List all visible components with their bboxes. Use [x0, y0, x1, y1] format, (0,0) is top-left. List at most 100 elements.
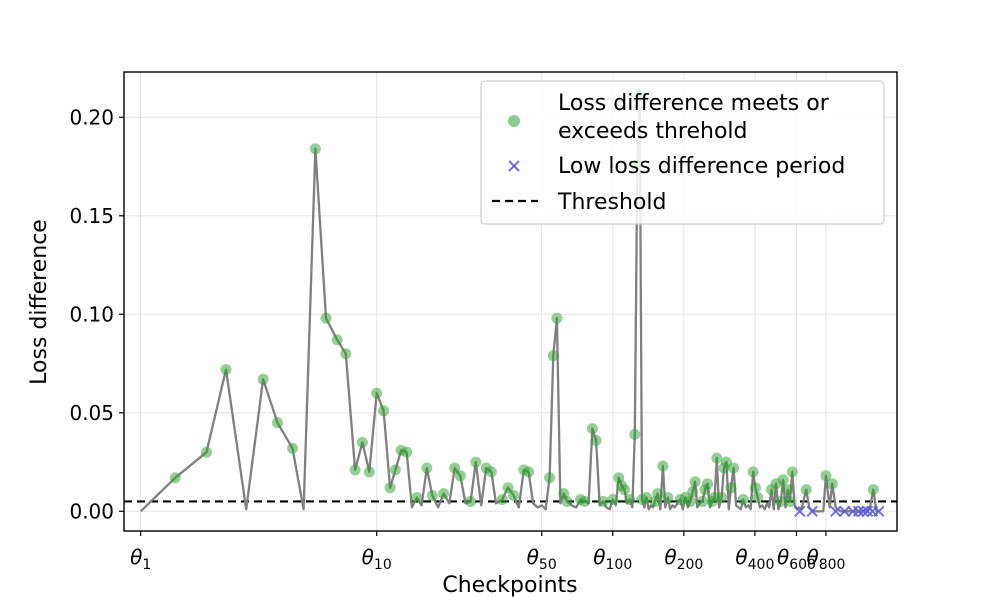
meets-threshold-point: [597, 496, 609, 507]
meets-threshold-point: [465, 496, 477, 507]
low-loss-point: [852, 505, 865, 518]
meets-threshold-point: [349, 464, 361, 476]
legend-meets-marker: [508, 115, 520, 127]
meets-threshold-point: [579, 496, 591, 507]
meets-threshold-point: [752, 492, 764, 503]
low-loss-point: [806, 505, 818, 518]
low-loss-point: [838, 505, 851, 518]
meets-threshold-point: [470, 456, 482, 468]
meets-threshold-point: [257, 373, 269, 385]
meets-threshold-point: [800, 484, 812, 496]
legend: Loss difference meets or exceeds threhol…: [480, 80, 885, 225]
x-axis-label: Checkpoints: [442, 573, 577, 598]
legend-low-label: Low loss difference period: [558, 154, 845, 179]
meets-threshold-point: [544, 472, 556, 484]
low-loss-point: [861, 505, 874, 518]
meets-threshold-point: [662, 492, 674, 503]
meets-threshold-point: [371, 387, 383, 399]
x-tick-label: θ600: [777, 545, 816, 573]
meets-threshold-point: [449, 462, 461, 474]
meets-threshold-point: [485, 466, 497, 478]
meets-threshold-point: [586, 423, 598, 435]
x-tick-label: θ1: [130, 545, 151, 573]
x-tick-label: θ100: [593, 545, 632, 573]
meets-threshold-point: [684, 496, 696, 507]
meets-threshold-point: [169, 472, 181, 484]
meets-threshold-point: [378, 405, 390, 417]
meets-threshold-point: [384, 482, 396, 494]
meets-threshold-point: [320, 312, 332, 324]
meets-threshold-point: [737, 494, 749, 505]
y-tick-label: 0.20: [69, 105, 114, 129]
meets-threshold-point: [590, 434, 602, 446]
y-axis-label: Loss difference: [27, 219, 52, 385]
meets-threshold-point: [496, 494, 508, 505]
meets-threshold-point: [702, 478, 713, 490]
meets-threshold-point: [711, 452, 723, 464]
meets-threshold-point: [523, 466, 535, 478]
meets-threshold-markers: [169, 88, 879, 507]
meets-threshold-point: [426, 490, 438, 501]
meets-threshold-point: [652, 488, 664, 500]
meets-threshold-point: [220, 364, 232, 375]
x-tick-label: θ200: [664, 545, 703, 573]
meets-threshold-point: [618, 484, 630, 496]
legend-meets-label-line1: Loss difference meets or: [558, 91, 830, 116]
meets-threshold-point: [867, 484, 879, 496]
meets-threshold-point: [272, 417, 283, 429]
low-loss-point: [794, 505, 806, 518]
meets-threshold-point: [749, 482, 761, 494]
x-tick-label: θ10: [362, 545, 392, 573]
meets-threshold-point: [331, 334, 343, 346]
meets-threshold-point: [309, 143, 321, 155]
meets-threshold-point: [356, 436, 368, 448]
meets-threshold-point: [421, 462, 433, 474]
meets-threshold-point: [697, 496, 708, 507]
meets-threshold-point: [561, 496, 573, 507]
meets-threshold-point: [820, 470, 832, 482]
meets-threshold-point: [826, 478, 838, 490]
meets-threshold-point: [657, 460, 669, 472]
meets-threshold-point: [363, 466, 375, 478]
meets-threshold-point: [201, 446, 212, 458]
low-loss-point: [857, 505, 869, 518]
low-loss-markers: [794, 505, 885, 518]
legend-low-marker: [508, 160, 520, 172]
x-tick-label: θ400: [735, 545, 774, 573]
meets-threshold-point: [641, 492, 652, 503]
meets-threshold-point: [411, 492, 423, 503]
meets-threshold-point: [689, 476, 701, 488]
meets-threshold-point: [401, 446, 413, 458]
meets-threshold-point: [454, 470, 466, 482]
meets-threshold-point: [438, 488, 450, 500]
meets-threshold-point: [777, 474, 789, 486]
meets-threshold-point: [784, 496, 796, 507]
y-tick-label: 0.00: [69, 499, 114, 523]
meets-threshold-point: [508, 490, 520, 501]
low-loss-point: [873, 505, 885, 518]
meets-threshold-point: [340, 348, 352, 360]
low-loss-point: [830, 505, 842, 518]
meets-threshold-point: [607, 494, 619, 505]
meets-threshold-point: [687, 486, 699, 498]
y-tick-label: 0.15: [69, 204, 114, 228]
meets-threshold-point: [624, 494, 636, 505]
meets-threshold-point: [716, 492, 728, 503]
plot-frame: [123, 71, 898, 532]
meets-threshold-point: [547, 350, 559, 362]
meets-threshold-point: [782, 484, 794, 496]
meets-threshold-point: [747, 466, 759, 478]
meets-threshold-point: [629, 429, 641, 440]
meets-threshold-point: [287, 442, 298, 454]
x-tick-label: θ50: [527, 545, 557, 573]
x-tick-label: θ800: [806, 545, 845, 573]
legend-box: [480, 80, 885, 225]
meets-threshold-point: [725, 482, 737, 494]
meets-threshold-point: [389, 464, 401, 476]
y-tick-label: 0.10: [69, 302, 114, 326]
meets-threshold-point: [786, 466, 798, 478]
y-tick-label: 0.05: [69, 401, 114, 425]
meets-threshold-point: [775, 496, 787, 507]
